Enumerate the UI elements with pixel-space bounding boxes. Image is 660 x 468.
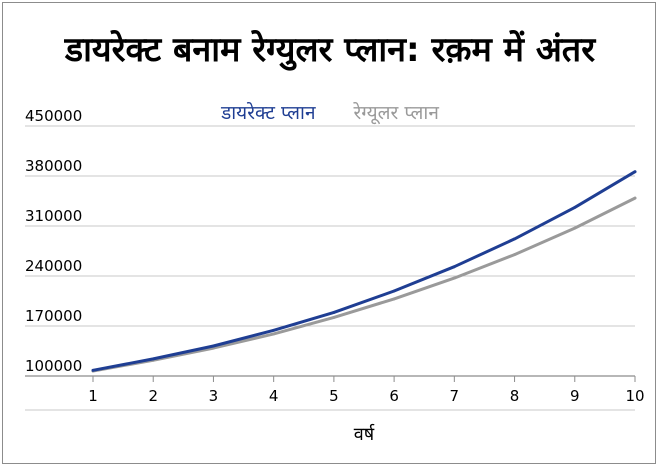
series-layer — [91, 170, 637, 373]
x-tick-label: 3 — [209, 387, 219, 405]
x-tick-label: 2 — [148, 387, 158, 405]
grid-layer — [25, 125, 635, 327]
x-tick-label: 7 — [450, 387, 460, 405]
data-point-regular — [452, 276, 456, 280]
data-point-direct — [633, 170, 637, 174]
legend-item-direct: डायरेक्ट प्लान — [221, 102, 316, 124]
data-point-direct — [91, 368, 95, 372]
data-point-regular — [392, 297, 396, 301]
x-tick-label: 9 — [570, 387, 580, 405]
x-tick-label: 10 — [625, 387, 644, 405]
x-tick-label: 6 — [389, 387, 399, 405]
x-tick-label: 4 — [269, 387, 279, 405]
plot-area: 100000 170000 240000 310000 380000 450000 1 2 3 4… — [25, 107, 645, 445]
x-tick-label: 1 — [88, 387, 98, 405]
x-axis-title: वर्ष — [354, 423, 375, 445]
data-point-direct — [392, 289, 396, 293]
series-line-direct — [91, 170, 637, 372]
legend-item-regular: रेग्यूलर प्लान — [353, 102, 439, 124]
y-tick-label: 450000 — [25, 107, 82, 125]
data-point-regular — [272, 332, 276, 336]
chart-frame: डायरेक्ट बनाम रेग्युलर प्लान: रक़म में अ… — [2, 2, 656, 464]
y-tick-label: 380000 — [25, 157, 82, 175]
series-line-regular — [91, 196, 637, 373]
data-point-direct — [513, 237, 516, 241]
data-point-direct — [212, 344, 215, 348]
axis-layer — [25, 375, 636, 411]
x-tick-label: 8 — [510, 387, 520, 405]
data-point-direct — [272, 328, 276, 332]
data-point-direct — [452, 265, 456, 269]
x-tick-label: 5 — [329, 387, 339, 405]
data-point-direct — [332, 311, 336, 314]
data-point-regular — [332, 316, 336, 319]
data-point-direct — [151, 357, 155, 361]
y-tick-label: 170000 — [25, 307, 82, 325]
data-point-regular — [513, 253, 516, 256]
y-tick-label: 100000 — [25, 357, 82, 375]
chart-legend: डायरेक्ट प्लान रेग्यूलर प्लान — [3, 99, 657, 125]
y-tick-label: 310000 — [25, 207, 82, 225]
data-point-regular — [633, 196, 637, 200]
y-tick-label: 240000 — [25, 257, 82, 275]
label-layer: 100000 170000 240000 310000 380000 450000 1 2 3 4… — [25, 107, 645, 445]
data-point-regular — [573, 226, 577, 230]
data-point-direct — [573, 206, 577, 209]
chart-title: डायरेक्ट बनाम रेग्युलर प्लान: रक़म में अ… — [64, 30, 596, 70]
